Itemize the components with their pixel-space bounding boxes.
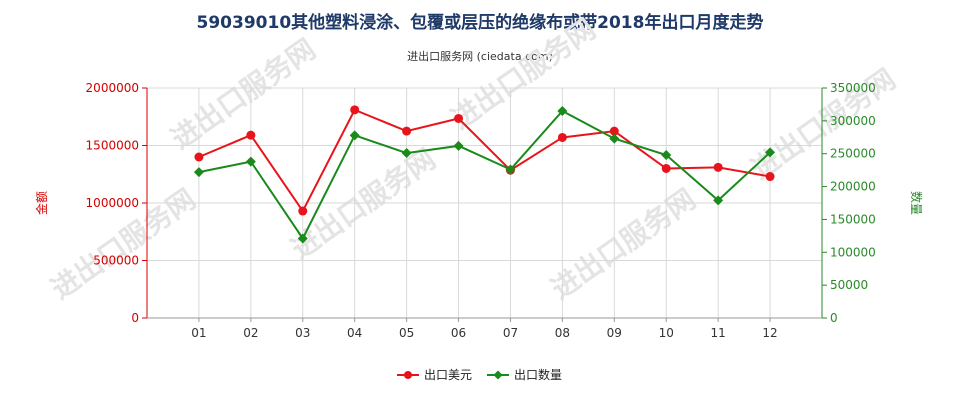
data-point-export-value <box>454 113 464 123</box>
x-axis-tick-label: 07 <box>503 326 518 340</box>
data-point-export-value <box>661 164 671 173</box>
data-point-export-quantity <box>765 147 776 158</box>
left-axis-tick-label: 500000 <box>93 254 139 268</box>
x-axis-tick-label: 09 <box>607 326 622 340</box>
data-point-export-quantity <box>193 167 204 178</box>
data-point-export-value <box>402 126 412 136</box>
right-axis-tick-label: 50000 <box>830 278 868 292</box>
data-point-export-quantity <box>505 164 516 175</box>
data-point-export-value <box>350 105 360 115</box>
x-axis-tick-label: 12 <box>762 326 777 340</box>
left-axis-tick-label: 0 <box>131 311 139 325</box>
legend-marker <box>493 370 503 380</box>
data-point-export-quantity <box>661 150 672 161</box>
data-point-export-value <box>194 152 204 162</box>
right-axis-tick-label: 350000 <box>830 81 876 95</box>
data-point-export-value <box>765 172 775 182</box>
right-axis-tick-label: 200000 <box>830 180 876 194</box>
left-axis-tick-label: 1500000 <box>86 139 139 153</box>
left-axis-tick-label: 2000000 <box>86 81 139 95</box>
right-axis-tick-label: 0 <box>830 311 838 325</box>
data-point-export-quantity <box>609 133 620 144</box>
data-point-export-value <box>246 130 256 140</box>
data-point-export-quantity <box>453 140 464 151</box>
x-axis-tick-label: 06 <box>451 326 466 340</box>
chart-subtitle: 进出口服务网 (ciedata.com) <box>407 50 553 63</box>
data-point-export-quantity <box>245 156 256 167</box>
data-point-export-quantity <box>297 233 308 244</box>
x-axis-tick-label: 01 <box>191 326 206 340</box>
left-axis-title: 金额 <box>34 191 49 215</box>
data-point-export-quantity <box>713 195 724 206</box>
x-axis-tick-label: 10 <box>659 326 674 340</box>
x-axis-tick-label: 11 <box>711 326 726 340</box>
data-point-export-value <box>713 162 723 172</box>
x-axis-tick-label: 02 <box>243 326 258 340</box>
right-axis-tick-label: 300000 <box>830 114 876 128</box>
data-point-export-value <box>298 206 308 216</box>
watermark-text: 进出口服务网 <box>745 62 902 185</box>
data-point-export-value <box>557 132 567 142</box>
x-axis-tick-label: 04 <box>347 326 362 340</box>
x-axis-tick-label: 08 <box>555 326 570 340</box>
legend-marker <box>404 371 412 379</box>
data-point-export-quantity <box>349 130 360 141</box>
right-axis-tick-label: 250000 <box>830 147 876 161</box>
data-point-export-quantity <box>557 106 568 116</box>
right-axis-tick-label: 100000 <box>830 245 876 259</box>
right-axis-title: 数量 <box>909 191 924 215</box>
watermark-text: 进出口服务网 <box>545 182 702 305</box>
legend-label: 出口美元 <box>424 368 472 382</box>
watermark-text: 进出口服务网 <box>445 12 602 135</box>
series-line-export-value <box>198 108 771 214</box>
right-axis-tick-label: 150000 <box>830 212 876 226</box>
x-axis-tick-label: 03 <box>295 326 310 340</box>
left-axis-tick-label: 1000000 <box>86 196 139 210</box>
data-point-export-value <box>609 126 619 136</box>
chart-title: 59039010其他塑料浸涂、包覆或层压的绝缘布或带2018年出口月度走势 <box>196 13 764 33</box>
watermark-text: 进出口服务网 <box>285 142 442 265</box>
data-point-export-quantity <box>401 148 412 159</box>
x-axis-tick-label: 05 <box>399 326 414 340</box>
legend-label: 出口数量 <box>514 367 562 382</box>
series-line-export-quantity <box>198 109 771 241</box>
